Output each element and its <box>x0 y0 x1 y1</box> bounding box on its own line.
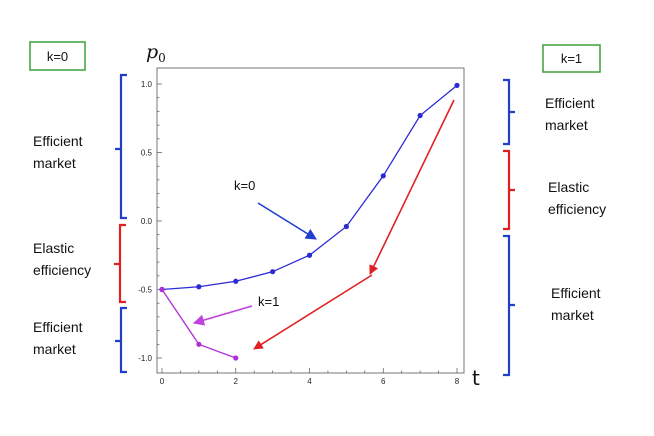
y-tick-label: -1.0 <box>138 354 152 363</box>
data-point <box>417 112 423 119</box>
data-point <box>233 355 239 361</box>
left-region-labels: Efficient market Elastic efficiency Effici… <box>33 133 91 357</box>
trend-arrow-down-long <box>369 99 455 275</box>
right-bracket-3 <box>503 234 515 377</box>
data-point <box>233 278 239 284</box>
k1-box: k=1 <box>542 44 601 73</box>
right-region-labels: Efficient market Elastic efficiency Effici… <box>545 95 606 323</box>
k0-box-label: k=0 <box>47 49 68 64</box>
annotation-k0: k=0 <box>234 178 317 240</box>
x-tick-label: 8 <box>455 377 460 386</box>
x-axis-title: t <box>472 366 480 390</box>
right-region-2-label: Elastic efficiency <box>548 179 606 217</box>
trend-arrows <box>253 99 455 350</box>
data-point <box>380 173 386 179</box>
data-point <box>159 286 165 293</box>
series-layer <box>159 82 460 361</box>
left-bracket-3 <box>115 306 127 374</box>
y-tick-label: -0.5 <box>138 286 152 295</box>
right-region-3-label: Efficient market <box>551 285 601 323</box>
y-tick-label: 1.0 <box>141 80 153 89</box>
y-tick-label: 0.5 <box>141 149 153 158</box>
annotation-k1: k=1 <box>192 294 279 326</box>
data-point <box>343 223 349 230</box>
left-bracket-2 <box>114 223 126 304</box>
data-point <box>196 284 202 290</box>
series-line <box>161 289 236 359</box>
data-point <box>196 341 202 347</box>
right-bracket-2 <box>503 149 515 231</box>
y-axis-title: p0 <box>146 41 166 65</box>
x-tick-label: 4 <box>307 377 312 386</box>
left-region-2-label: Elastic efficiency <box>33 240 91 278</box>
left-brackets <box>114 73 127 374</box>
x-tick-label: 0 <box>160 377 165 386</box>
right-region-1-label: Efficient market <box>545 95 595 133</box>
annotation-k1-label: k=1 <box>258 294 279 309</box>
series-k0 <box>159 82 460 293</box>
annotation-k0-label: k=0 <box>234 178 255 193</box>
plot-frame <box>156 67 465 374</box>
x-tick-label: 2 <box>234 377 239 386</box>
k0-box: k=0 <box>29 41 86 71</box>
annotation-k0-arrow <box>257 202 317 240</box>
right-bracket-1 <box>503 78 515 146</box>
left-bracket-1 <box>115 73 127 220</box>
data-point <box>270 269 276 275</box>
y-tick-label: 0.0 <box>141 217 153 226</box>
annotation-k1-arrow <box>192 305 253 326</box>
series-line <box>161 84 458 291</box>
data-point <box>306 252 313 258</box>
left-region-3-label: Efficient market <box>33 319 83 357</box>
k1-box-label: k=1 <box>561 51 582 66</box>
svg-text:p0: p0 <box>146 41 166 65</box>
data-point <box>454 82 460 88</box>
trend-arrow-down-left <box>253 274 373 350</box>
left-region-1-label: Efficient market <box>33 133 83 171</box>
right-brackets <box>503 78 515 377</box>
axis-ticks: 0 2 4 6 8 1.0 0.5 0.0 -0.5 -1.0 <box>138 80 460 386</box>
series-k1 <box>159 286 239 361</box>
x-tick-label: 6 <box>381 377 386 386</box>
